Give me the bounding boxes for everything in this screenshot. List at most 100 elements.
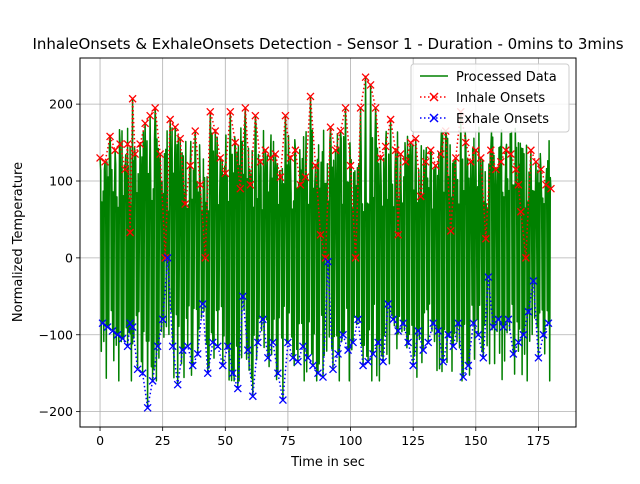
exhale-onset-point <box>469 319 478 328</box>
inhale-onset-point <box>476 153 485 162</box>
exhale-onset-point <box>539 330 548 339</box>
legend-marker-inhale <box>429 92 439 102</box>
x-tick-label: 25 <box>155 433 171 448</box>
exhale-onset-point <box>143 403 152 412</box>
exhale-onset-point <box>389 315 398 324</box>
processed-data-line <box>99 76 552 409</box>
inhale-onset-point <box>111 146 120 155</box>
inhale-onset-point <box>276 173 285 182</box>
inhale-onset-point <box>506 150 515 159</box>
inhale-onset-point <box>471 146 480 155</box>
exhale-onset-point <box>273 369 282 378</box>
exhale-onset-point <box>379 357 388 366</box>
inhale-onset-point <box>296 180 305 189</box>
inhale-onset-point <box>496 157 505 166</box>
inhale-onset-point <box>286 153 295 162</box>
exhale-onset-point <box>454 319 463 328</box>
exhale-onset-point <box>268 338 277 347</box>
exhale-onset-point <box>399 319 408 328</box>
exhale-onset-point <box>414 326 423 335</box>
legend-box <box>410 63 570 133</box>
inhale-onset-point <box>116 140 125 149</box>
exhale-onset-point <box>243 346 252 355</box>
exhale-onset-point <box>203 369 212 378</box>
exhale-onset-point <box>288 353 297 362</box>
inhale-onset-point <box>256 157 265 166</box>
inhale-onset-point <box>128 94 137 103</box>
inhale-onset-point <box>301 173 310 182</box>
inhale-onset-point <box>536 165 545 174</box>
exhale-onset-point <box>529 276 538 285</box>
inhale-onset-point <box>246 180 255 189</box>
inhale-onset-point <box>531 157 540 166</box>
exhale-onset-point <box>173 380 182 389</box>
exhale-onset-point <box>339 330 347 339</box>
inhale-onset-point <box>381 142 390 151</box>
exhale-onset-point <box>504 315 513 324</box>
inhale-onset-point <box>176 134 185 143</box>
exhale-onset-point <box>449 342 458 351</box>
inhale-onset-point <box>446 227 455 235</box>
inhale-onset-point <box>526 146 535 155</box>
inhale-onset-point <box>311 161 320 170</box>
exhale-onset-point <box>248 392 257 401</box>
exhale-onset-point <box>208 338 217 347</box>
inhale-onset-point <box>421 157 430 166</box>
exhale-onset-point <box>534 353 543 362</box>
exhale-onset-point <box>103 323 112 332</box>
exhale-onset-point <box>369 350 378 358</box>
inhale-onset-point <box>411 134 420 143</box>
exhale-onset-point <box>138 369 147 378</box>
inhale-onset-point <box>501 146 510 155</box>
inhale-onset-point <box>466 157 475 166</box>
exhale-onset-point <box>158 315 167 324</box>
exhale-onset-point <box>474 330 483 339</box>
exhale-onset-point <box>329 365 337 374</box>
inhale-onset-point <box>481 234 490 243</box>
exhale-onset-point <box>188 361 197 370</box>
exhale-onset-point <box>168 342 177 351</box>
inhale-onset-point <box>221 169 230 178</box>
exhale-onset-point <box>344 346 353 355</box>
inhale-onset-point <box>161 253 170 262</box>
inhale-onset-point <box>326 123 335 132</box>
exhale-onset-point <box>479 353 488 362</box>
inhale-onset-point <box>241 104 250 112</box>
inhale-onset-point <box>491 165 500 174</box>
exhale-onset-point <box>509 350 518 358</box>
y-tick-label: 100 <box>49 174 73 189</box>
inhale-onset-point <box>261 146 270 155</box>
series-layer <box>96 73 555 412</box>
inhale-onset-point <box>371 104 380 112</box>
exhale-onset-point <box>298 342 307 351</box>
exhale-onset-point <box>404 338 413 347</box>
inhale-onset-point <box>106 132 115 141</box>
inhale-onset-point <box>431 161 440 170</box>
exhale-onset-point <box>303 353 312 362</box>
inhale-onset-point <box>123 140 132 149</box>
inhale-onset-point <box>486 146 495 155</box>
exhale-onset-point <box>126 319 135 328</box>
inhale-onset-point <box>361 73 370 82</box>
exhale-onset-point <box>193 350 202 358</box>
exhale-onset-point <box>108 326 117 335</box>
x-tick-label: 175 <box>526 433 550 448</box>
inhale-onset-point <box>416 192 425 201</box>
legend-label-inhale: Inhale Onsets <box>456 91 545 106</box>
exhale-onset-point <box>113 330 122 339</box>
inhale-onset-point <box>394 230 403 239</box>
exhale-onset-point <box>128 323 137 332</box>
inhale-onset-point <box>271 150 280 159</box>
y-tick-label: −100 <box>39 327 73 342</box>
inhale-onset-point <box>376 153 385 162</box>
exhale-onset-point <box>233 384 242 393</box>
exhale-onset-point <box>349 338 358 347</box>
inhale-onset-point <box>236 184 245 193</box>
inhale-onset-point <box>211 127 220 135</box>
exhale-onset-point <box>544 319 553 328</box>
exhale-onset-point <box>364 357 373 366</box>
inhale-onset-point <box>316 230 325 239</box>
inhale-onset-point <box>306 92 315 101</box>
inhale-onset-point <box>366 80 375 89</box>
